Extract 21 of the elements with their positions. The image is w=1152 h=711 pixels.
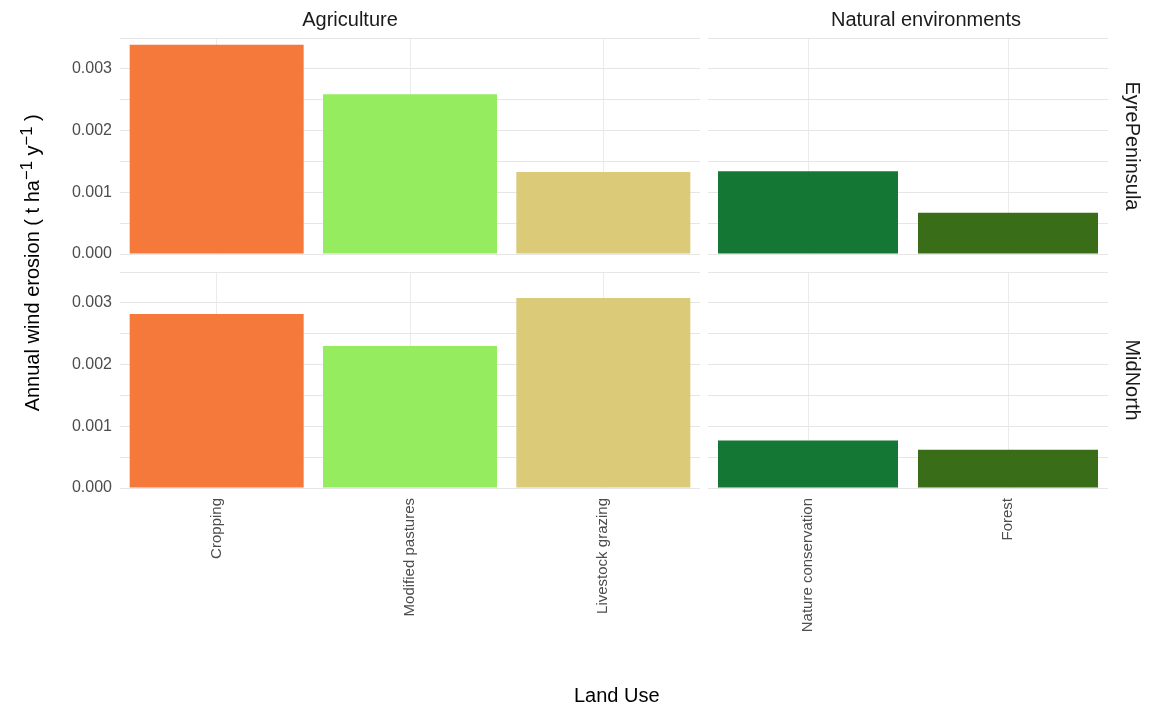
y2-axis-title: EyrePeninsula xyxy=(1122,81,1145,212)
y-tick-label: 0.000 xyxy=(71,244,113,262)
bar xyxy=(129,44,304,254)
y-tick-label: 0.002 xyxy=(71,120,113,138)
y-tick-label: 0.001 xyxy=(71,182,113,200)
bar xyxy=(323,94,497,254)
chart-title: Natural environments xyxy=(830,7,1022,30)
y-tick-label: 0.002 xyxy=(71,354,113,372)
y-tick-label: 0.001 xyxy=(71,416,113,434)
x-tick-label: Forest xyxy=(998,497,1016,541)
y-tick-label: 0.003 xyxy=(71,293,113,311)
x-tick-label: Nature conservation xyxy=(798,498,816,633)
x-tick-label: Cropping xyxy=(206,498,224,559)
x-tick-label: Livestock grazing xyxy=(593,498,611,614)
y-tick-label: 0.000 xyxy=(71,478,113,496)
chart-title: Agriculture xyxy=(302,7,398,30)
y-tick-label: 0.003 xyxy=(71,59,113,77)
x-axis-title: Land Use xyxy=(574,684,660,707)
y2-axis-title: MidNorth xyxy=(1122,339,1145,421)
bar xyxy=(516,171,691,254)
x-tick-label: Modified pastures xyxy=(400,498,418,617)
